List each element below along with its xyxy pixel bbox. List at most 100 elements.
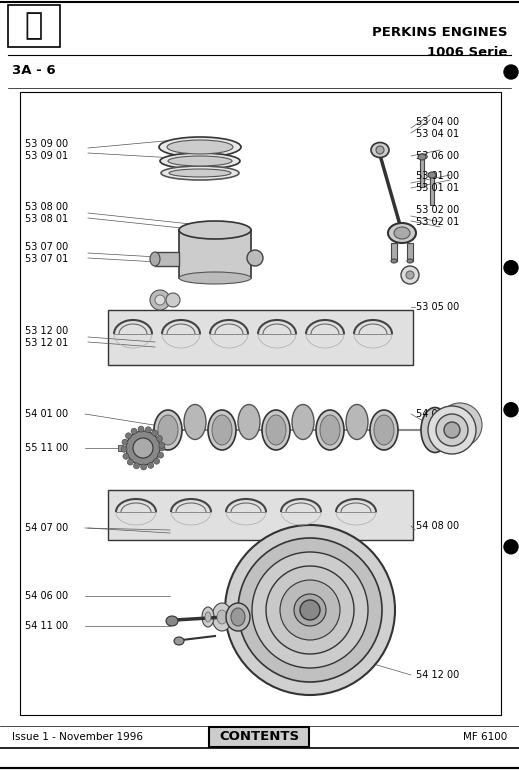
Polygon shape <box>155 252 179 266</box>
Ellipse shape <box>231 608 245 626</box>
Circle shape <box>294 594 326 626</box>
Bar <box>209 727 309 747</box>
Ellipse shape <box>346 404 368 440</box>
Polygon shape <box>108 310 413 365</box>
Ellipse shape <box>217 610 227 624</box>
Ellipse shape <box>231 611 239 623</box>
Circle shape <box>438 403 482 447</box>
Text: 54 11 00: 54 11 00 <box>25 621 68 631</box>
Text: 53 08 00
53 08 01: 53 08 00 53 08 01 <box>25 203 68 224</box>
Ellipse shape <box>169 169 231 177</box>
Circle shape <box>150 290 170 310</box>
Circle shape <box>252 552 368 668</box>
Circle shape <box>225 525 395 695</box>
Ellipse shape <box>320 415 340 445</box>
Text: CONTENTS: CONTENTS <box>219 731 299 744</box>
Circle shape <box>504 65 518 79</box>
Ellipse shape <box>166 616 178 626</box>
Text: ✊: ✊ <box>25 12 43 41</box>
Ellipse shape <box>158 415 178 445</box>
Circle shape <box>155 295 165 305</box>
Circle shape <box>156 436 162 441</box>
Circle shape <box>159 445 165 451</box>
Text: 54 06 00: 54 06 00 <box>25 591 68 601</box>
Text: 53 05 00: 53 05 00 <box>416 302 459 312</box>
Text: 54 09 00: 54 09 00 <box>416 409 459 419</box>
Ellipse shape <box>150 252 160 266</box>
Ellipse shape <box>266 415 286 445</box>
Text: 53 01 00
53 01 01: 53 01 00 53 01 01 <box>416 171 459 192</box>
Circle shape <box>145 427 151 433</box>
Circle shape <box>122 439 128 445</box>
Polygon shape <box>391 243 397 261</box>
Circle shape <box>504 261 518 275</box>
Ellipse shape <box>179 221 251 239</box>
Circle shape <box>401 266 419 284</box>
Circle shape <box>126 431 160 465</box>
Text: 53 02 00
53 02 01: 53 02 00 53 02 01 <box>416 205 459 227</box>
Circle shape <box>131 428 137 434</box>
Ellipse shape <box>238 404 260 440</box>
Circle shape <box>152 430 158 436</box>
Ellipse shape <box>421 407 449 453</box>
Circle shape <box>504 540 518 554</box>
Ellipse shape <box>212 603 232 631</box>
Ellipse shape <box>292 404 314 440</box>
Text: 3A - 6: 3A - 6 <box>12 63 56 76</box>
Ellipse shape <box>205 612 211 622</box>
Circle shape <box>148 462 154 468</box>
Ellipse shape <box>161 166 239 180</box>
Ellipse shape <box>202 607 214 627</box>
Circle shape <box>247 250 263 266</box>
Ellipse shape <box>262 410 290 450</box>
Text: 53 06 00: 53 06 00 <box>416 151 459 161</box>
Circle shape <box>504 403 518 417</box>
Circle shape <box>121 447 127 452</box>
Ellipse shape <box>212 415 232 445</box>
Circle shape <box>158 452 163 458</box>
Bar <box>8 5 60 47</box>
Circle shape <box>446 411 474 439</box>
Ellipse shape <box>168 156 232 166</box>
Circle shape <box>280 580 340 640</box>
Circle shape <box>266 566 354 654</box>
Circle shape <box>127 459 133 465</box>
Circle shape <box>141 464 147 470</box>
Ellipse shape <box>179 272 251 284</box>
Circle shape <box>159 442 165 448</box>
Polygon shape <box>108 490 413 540</box>
Ellipse shape <box>388 223 416 243</box>
Text: MF 6100: MF 6100 <box>463 732 507 742</box>
Text: 54 08 00: 54 08 00 <box>416 521 459 531</box>
Ellipse shape <box>374 415 394 445</box>
Ellipse shape <box>184 404 206 440</box>
Text: 53 09 00
53 09 01: 53 09 00 53 09 01 <box>25 139 68 161</box>
Circle shape <box>138 426 144 432</box>
Bar <box>20 92 501 715</box>
Ellipse shape <box>316 410 344 450</box>
Polygon shape <box>179 230 251 278</box>
Ellipse shape <box>394 227 410 239</box>
Ellipse shape <box>370 410 398 450</box>
Circle shape <box>133 463 140 469</box>
Circle shape <box>126 433 131 439</box>
Text: 53 12 00
53 12 01: 53 12 00 53 12 01 <box>25 326 69 348</box>
Ellipse shape <box>174 637 184 645</box>
Circle shape <box>436 414 468 446</box>
Ellipse shape <box>376 146 384 154</box>
Circle shape <box>154 458 160 464</box>
Polygon shape <box>407 243 413 261</box>
Ellipse shape <box>428 172 436 178</box>
Polygon shape <box>430 175 434 205</box>
Ellipse shape <box>160 153 240 169</box>
Ellipse shape <box>226 603 250 631</box>
Text: 54 07 00: 54 07 00 <box>25 523 69 533</box>
Ellipse shape <box>167 140 233 154</box>
Text: PERKINS ENGINES: PERKINS ENGINES <box>372 25 507 38</box>
Circle shape <box>166 293 180 307</box>
Polygon shape <box>118 445 123 451</box>
Ellipse shape <box>159 137 241 157</box>
Text: Issue 1 - November 1996: Issue 1 - November 1996 <box>12 732 143 742</box>
Text: 53 04 00
53 04 01: 53 04 00 53 04 01 <box>416 117 459 139</box>
Text: 54 01 00: 54 01 00 <box>25 409 68 419</box>
